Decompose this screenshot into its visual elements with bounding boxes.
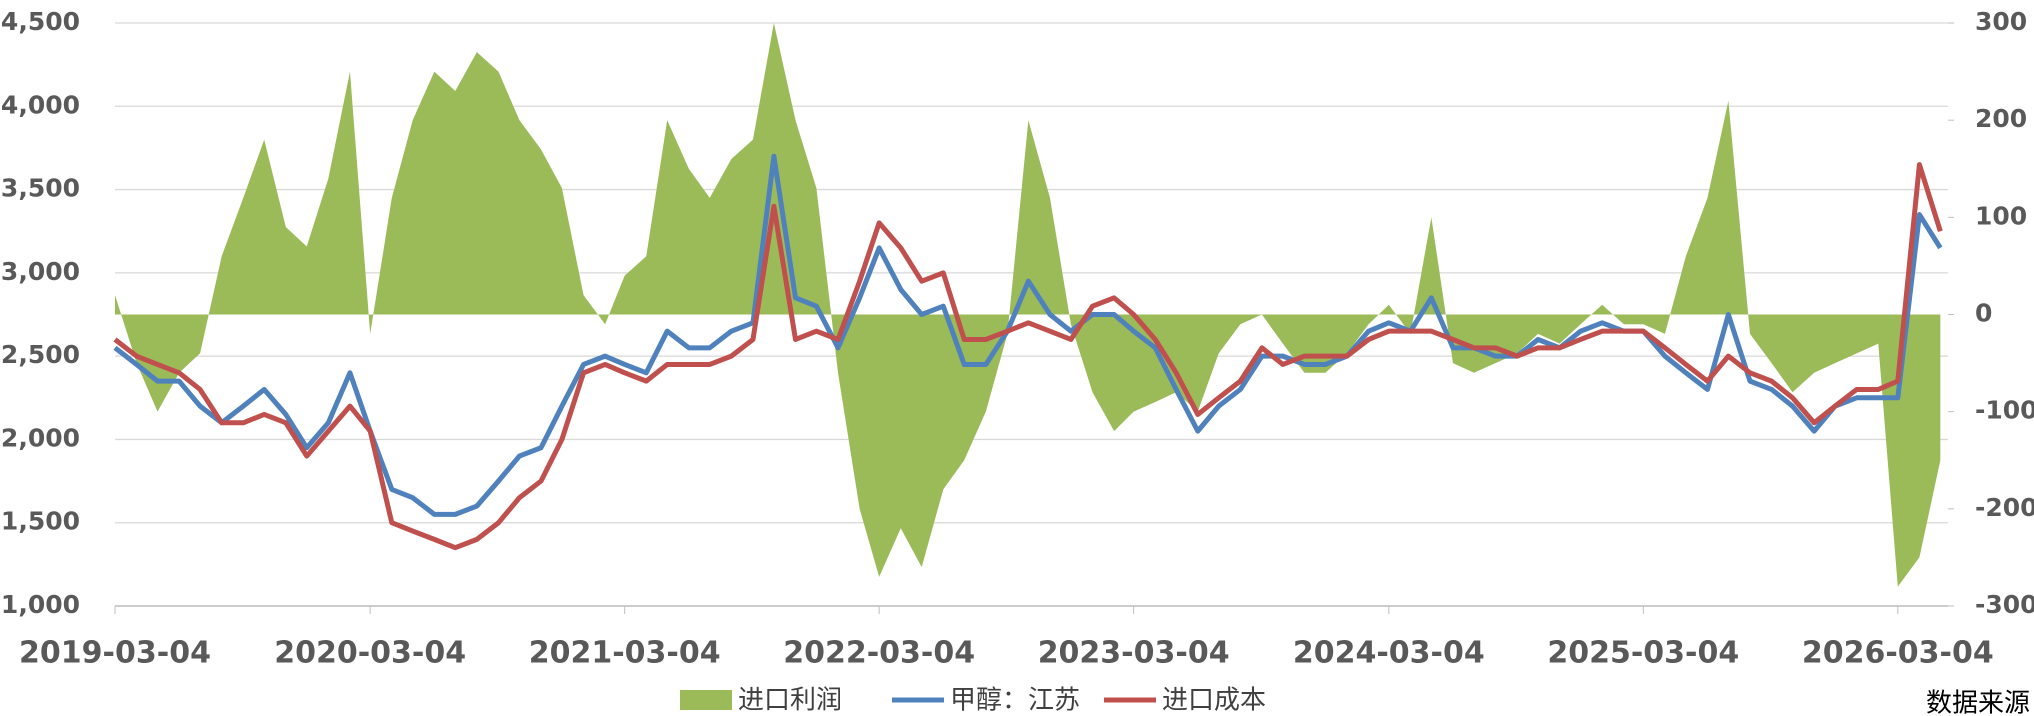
- x-tick-label: 2019-03-04: [19, 636, 211, 671]
- profit-area: [115, 23, 1941, 587]
- legend-swatch: [680, 690, 732, 710]
- y-tick-label: 1,000: [1, 590, 80, 619]
- y2-tick-label: -300: [1975, 590, 2034, 619]
- x-tick-label: 2023-03-04: [1038, 636, 1230, 671]
- x-tick-label: 2021-03-04: [529, 636, 721, 671]
- y2-tick-label: 200: [1975, 104, 2027, 133]
- x-tick-label: 2020-03-04: [274, 636, 466, 671]
- y2-tick-label: 0: [1975, 299, 1992, 328]
- y-tick-label: 1,500: [1, 507, 80, 536]
- y-tick-label: 4,000: [1, 90, 80, 119]
- x-tick-label: 2024-03-04: [1293, 636, 1485, 671]
- x-tick-label: 2026-03-04: [1802, 636, 1994, 671]
- x-tick-label: 2025-03-04: [1547, 636, 1739, 671]
- series-line: [113, 162, 1943, 551]
- x-tick-label: 2022-03-04: [783, 636, 975, 671]
- legend-label: 进口利润: [738, 686, 842, 716]
- y-tick-label: 4,500: [1, 7, 80, 36]
- y2-tick-label: -200: [1975, 493, 2034, 522]
- y2-tick-label: 100: [1975, 201, 2027, 230]
- legend-label: 进口成本: [1162, 686, 1266, 716]
- source-note: 数据来源: [1926, 689, 2030, 716]
- y-tick-label: 2,500: [1, 340, 80, 369]
- legend-label: 甲醇：江苏: [950, 686, 1080, 716]
- y-tick-label: 3,500: [1, 174, 80, 203]
- y2-tick-label: 300: [1975, 7, 2027, 36]
- y-tick-label: 2,000: [1, 423, 80, 452]
- y-tick-label: 3,000: [1, 257, 80, 286]
- y2-tick-label: -100: [1975, 396, 2034, 425]
